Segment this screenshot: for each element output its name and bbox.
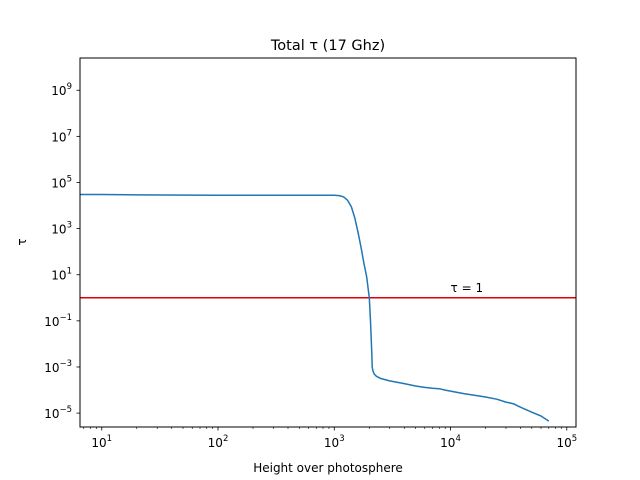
tau-equals-one-label: τ = 1 — [451, 281, 484, 295]
y-tick-label: 105 — [51, 174, 72, 190]
tau-series-line — [80, 193, 550, 422]
axis-ticks: 101 102 103 104 105 10−5 10−3 10−1 101 103 105 107 1… — [44, 82, 577, 450]
y-axis-label: τ — [15, 238, 29, 245]
y-tick-label: 103 — [51, 221, 72, 237]
x-tick-label: 105 — [556, 434, 577, 450]
y-tick-label: 109 — [51, 82, 72, 98]
x-tick-label: 102 — [208, 434, 229, 450]
x-tick-label: 101 — [91, 434, 112, 450]
chart-title: Total τ (17 Ghz) — [270, 38, 385, 54]
axes-frame — [79, 57, 577, 428]
y-tick-label: 107 — [51, 128, 72, 144]
data-lines: τ = 1 — [80, 193, 576, 422]
x-tick-label: 103 — [324, 434, 345, 450]
y-tick-label: 10−1 — [44, 313, 72, 329]
x-tick-label: 104 — [440, 434, 461, 450]
y-tick-label: 10−5 — [44, 405, 72, 421]
y-tick-label: 101 — [51, 267, 72, 283]
y-tick-label: 10−3 — [44, 359, 72, 375]
x-axis-label: Height over photosphere — [253, 461, 403, 475]
